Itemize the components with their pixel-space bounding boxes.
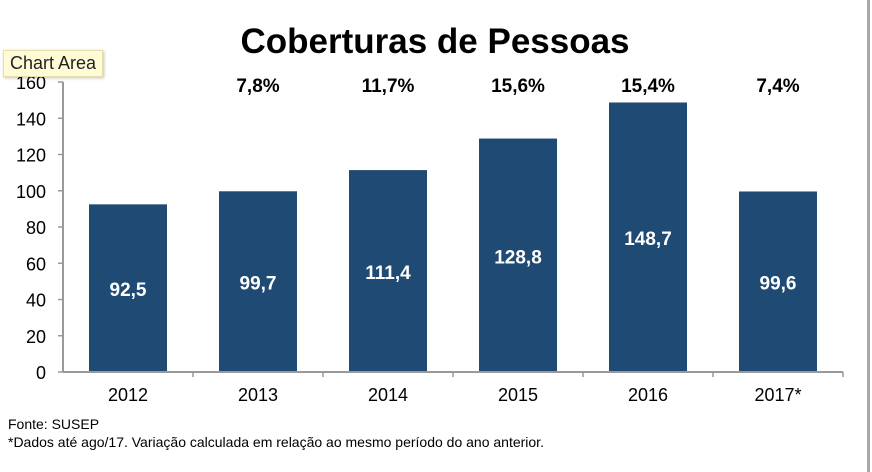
growth-label: 7,8% — [236, 76, 279, 97]
bar-value-label: 128,8 — [494, 247, 542, 268]
growth-label: 15,4% — [621, 76, 675, 97]
chart-area-tooltip: Chart Area — [3, 50, 104, 77]
y-tick-label: 100 — [16, 182, 46, 202]
bar — [219, 191, 297, 372]
bar — [349, 170, 427, 372]
y-tick-label: 80 — [26, 218, 46, 238]
bar — [609, 102, 687, 372]
x-tick-label: 2012 — [108, 385, 148, 405]
x-tick-label: 2013 — [238, 385, 278, 405]
growth-label: 15,6% — [491, 76, 545, 97]
bar — [89, 204, 167, 372]
source-note: Fonte: SUSEP — [8, 416, 99, 432]
bar-value-label: 99,7 — [240, 274, 277, 295]
bar-value-label: 148,7 — [624, 229, 672, 250]
y-tick-label: 140 — [16, 109, 46, 129]
bar — [739, 191, 817, 372]
y-tick-label: 160 — [16, 73, 46, 93]
footnote: *Dados até ago/17. Variação calculada em… — [8, 434, 544, 450]
y-tick-label: 40 — [26, 291, 46, 311]
y-tick-label: 60 — [26, 254, 46, 274]
y-tick-label: 0 — [36, 363, 46, 383]
x-tick-label: 2016 — [628, 385, 668, 405]
x-tick-label: 2017* — [754, 385, 801, 405]
bar-value-label: 111,4 — [365, 263, 411, 284]
growth-label: 7,4% — [756, 76, 799, 97]
window-border — [867, 0, 870, 472]
x-tick-label: 2014 — [368, 385, 408, 405]
x-tick-label: 2015 — [498, 385, 538, 405]
bar — [479, 138, 557, 372]
chart-title: Coberturas de Pessoas — [240, 22, 629, 61]
bar-value-label: 99,6 — [760, 274, 797, 295]
y-tick-label: 120 — [16, 146, 46, 166]
bar-value-label: 92,5 — [110, 280, 147, 301]
y-tick-label: 20 — [26, 327, 46, 347]
growth-label: 11,7% — [362, 76, 415, 97]
